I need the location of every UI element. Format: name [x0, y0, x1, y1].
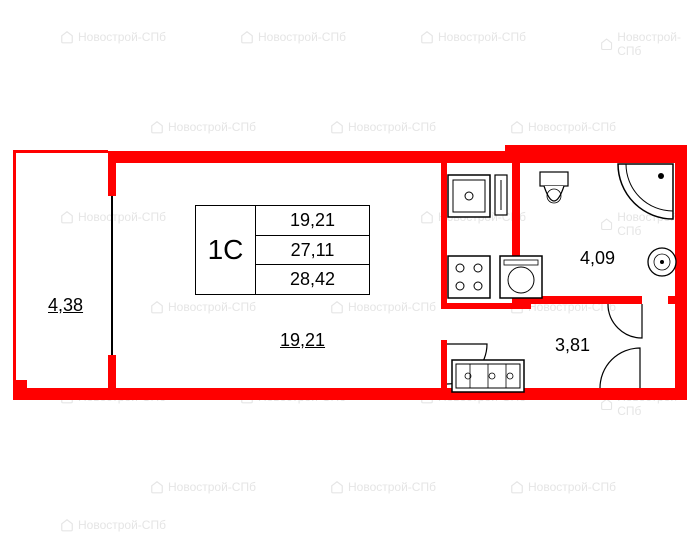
- balcony-area: 4,38: [48, 295, 83, 316]
- hallway-area: 3,81: [555, 335, 590, 356]
- area-row-2: 28,42: [256, 265, 369, 294]
- area-table: 1С 19,21 27,11 28,42: [195, 205, 370, 295]
- area-row-0: 19,21: [256, 206, 369, 236]
- main-room-area: 19,21: [280, 330, 325, 351]
- area-row-1: 27,11: [256, 236, 369, 266]
- floorplan-canvas: Новострой-СПбНовострой-СПбНовострой-СПбН…: [0, 0, 700, 533]
- unit-type: 1С: [196, 206, 256, 294]
- bathroom-area: 4,09: [580, 248, 615, 269]
